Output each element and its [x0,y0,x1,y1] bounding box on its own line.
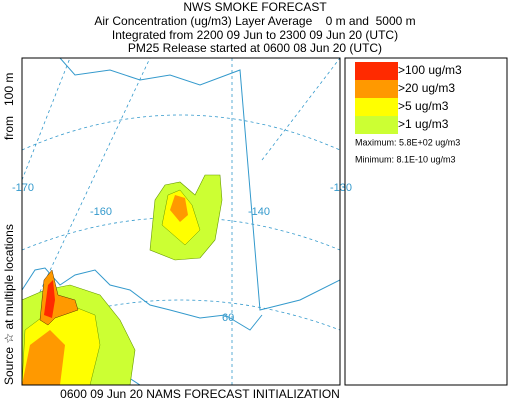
legend-swatch [355,62,398,80]
minimum: Minimum: 8.1E-10 ug/m3 [355,154,456,164]
coastline [59,58,340,311]
legend-swatch [355,80,398,98]
legend-frame [344,57,508,386]
title: NWS SMOKE FORECAST [183,0,327,14]
graticule-label: -160 [90,206,112,218]
footer: 0600 09 Jun 20 NAMS FORECAST INITIALIZAT… [60,387,340,401]
source-label: Source ☆ at multiple locations [2,224,16,385]
height-label: from 100 m [2,73,16,140]
graticule-label: 60 [222,312,234,324]
legend-label: >20 ug/m3 [398,81,455,95]
maximum: Maximum: 5.8E+02 ug/m3 [355,137,460,147]
legend-swatch [355,98,398,116]
legend: >100 ug/m3 >20 ug/m3 >5 ug/m3 >1 ug/m3 [355,62,462,134]
subtitle: Integrated from 2200 09 Jun to 2300 09 J… [112,28,398,42]
map-frame [21,57,341,386]
graticule-label: -170 [12,182,34,194]
graticule-label: -130 [330,182,352,194]
smoke-area [22,330,65,385]
legend-swatch [355,116,398,134]
legend-label: >1 ug/m3 [398,117,449,131]
subtitle: PM25 Release started at 0600 08 Jun 20 (… [128,41,382,55]
map [22,58,340,385]
subtitle: Air Concentration (ug/m3) Layer Average … [94,14,415,28]
smoke-area [44,280,55,318]
smoke-area [170,195,188,222]
graticule-label: -140 [248,206,270,218]
legend-label: >100 ug/m3 [398,63,462,77]
legend-label: >5 ug/m3 [398,99,449,113]
